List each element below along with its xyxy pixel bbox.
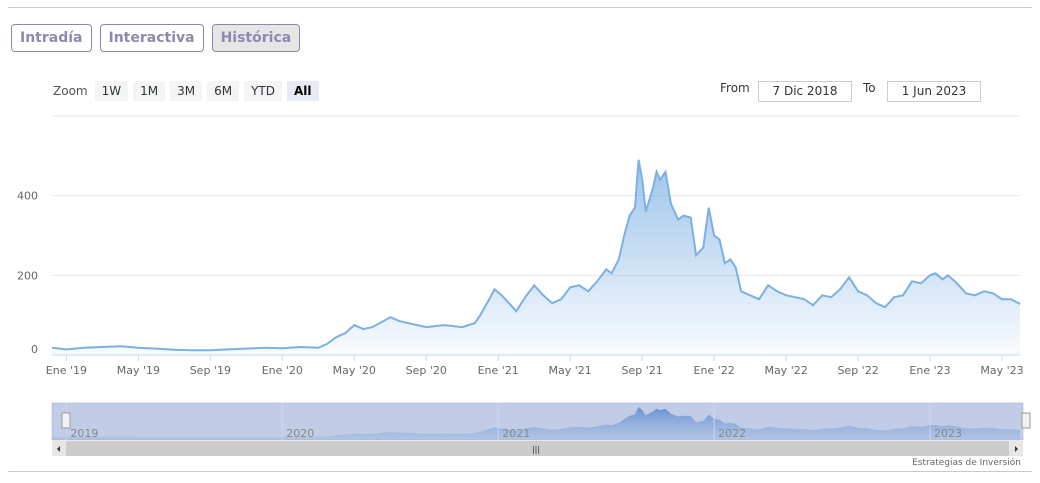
x-tick-label: Sep '20	[406, 364, 447, 377]
x-tick-label: May '21	[549, 364, 592, 377]
tab-historica[interactable]: Histórica	[211, 24, 301, 52]
x-tick-label: May '23	[980, 364, 1023, 377]
zoom-1w-button[interactable]: 1W	[94, 81, 129, 101]
to-label: To	[863, 81, 876, 95]
x-tick-label: Ene '21	[478, 364, 519, 377]
x-tick-label: Sep '19	[190, 364, 231, 377]
x-tick-label: May '19	[117, 364, 160, 377]
zoom-all-button[interactable]: All	[287, 81, 319, 101]
x-tick-label: Ene '22	[694, 364, 735, 377]
x-tick-label: Sep '22	[837, 364, 878, 377]
zoom-3m-button[interactable]: 3M	[170, 81, 203, 101]
x-tick-label: Sep '21	[622, 364, 663, 377]
zoom-selector: Zoom 1W 1M 3M 6M YTD All	[53, 81, 319, 101]
x-tick-label: Ene '19	[46, 364, 87, 377]
zoom-label: Zoom	[53, 84, 88, 98]
price-line	[51, 159, 1021, 352]
arrow-right-icon	[1015, 446, 1018, 452]
y-tick-label: 200	[17, 269, 38, 282]
x-tick-label: May '22	[764, 364, 807, 377]
bottom-divider	[8, 471, 1032, 472]
top-divider	[8, 7, 1032, 8]
from-label: From	[720, 81, 750, 95]
price-area	[52, 159, 1020, 355]
view-tabs: Intradía Interactiva Histórica	[11, 24, 301, 52]
x-tick-label: Ene '23	[909, 364, 950, 377]
scrollbar-thumb[interactable]	[66, 441, 1023, 456]
navigator-right-handle[interactable]	[1021, 412, 1031, 429]
y-tick-label: 400	[17, 190, 38, 203]
navigator-label: 2020	[286, 427, 314, 440]
navigator-label: 2019	[70, 427, 98, 440]
scrollbar-grip-icon: |||	[532, 445, 540, 454]
chart-credit[interactable]: Estrategias de Inversión	[912, 458, 1021, 468]
arrow-left-icon	[57, 446, 60, 452]
from-date-input[interactable]: 7 Dic 2018	[758, 81, 852, 102]
zoom-6m-button[interactable]: 6M	[207, 81, 240, 101]
tab-interactiva[interactable]: Interactiva	[99, 24, 204, 52]
x-tick-label: Ene '20	[262, 364, 303, 377]
navigator-mask	[52, 403, 1023, 440]
x-tick-label: May '20	[333, 364, 376, 377]
tab-intradia[interactable]: Intradía	[11, 24, 92, 52]
navigator-label: 2021	[502, 427, 530, 440]
zoom-ytd-button[interactable]: YTD	[244, 81, 282, 101]
navigator-left-handle[interactable]	[61, 412, 71, 429]
to-date-input[interactable]: 1 Jun 2023	[887, 81, 981, 102]
navigator-label: 2022	[718, 427, 746, 440]
navigator-label: 2023	[934, 427, 962, 440]
navigator-series	[52, 406, 1020, 440]
y-tick-label: 0	[31, 343, 38, 356]
zoom-1m-button[interactable]: 1M	[133, 81, 166, 101]
